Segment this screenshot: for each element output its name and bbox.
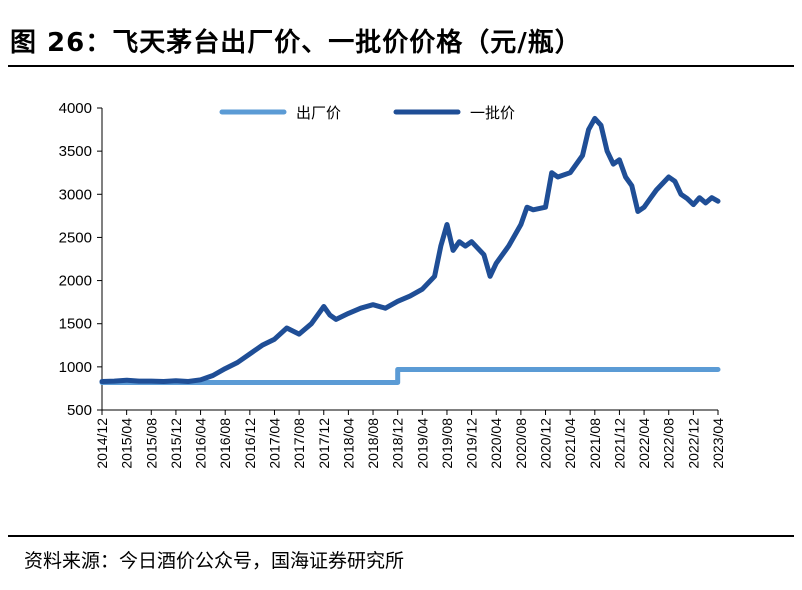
y-tick-label: 4000 bbox=[59, 100, 92, 117]
y-tick-label: 500 bbox=[67, 402, 92, 419]
bottom-divider bbox=[8, 535, 794, 537]
x-tick-label: 2019/12 bbox=[464, 418, 480, 469]
series-layer bbox=[99, 115, 721, 385]
y-tick-label: 3000 bbox=[59, 186, 92, 203]
x-tick-label: 2023/04 bbox=[710, 418, 726, 469]
x-tick-label: 2015/08 bbox=[143, 418, 159, 469]
legend: 出厂价 一批价 bbox=[219, 104, 515, 122]
x-tick-label: 2021/04 bbox=[562, 418, 578, 469]
x-tick-label: 2022/04 bbox=[636, 418, 652, 469]
series-line-0 bbox=[99, 367, 721, 385]
legend-label-0: 出厂价 bbox=[296, 104, 341, 122]
x-tick-label: 2017/08 bbox=[291, 418, 307, 469]
x-tick-label: 2019/04 bbox=[414, 418, 430, 469]
x-tick-label: 2020/04 bbox=[488, 418, 504, 469]
x-tick-label: 2021/12 bbox=[611, 418, 627, 469]
y-axis: 500 1000 1500 2000 2500 3000 3500 4000 bbox=[59, 100, 103, 419]
x-tick-label: 2015/04 bbox=[119, 418, 135, 469]
x-tick-label: 2020/08 bbox=[513, 418, 529, 469]
x-tick-label: 2021/08 bbox=[587, 418, 603, 469]
x-tick-label: 2015/12 bbox=[168, 418, 184, 469]
x-tick-label: 2020/12 bbox=[538, 418, 554, 469]
x-tick-label: 2014/12 bbox=[94, 418, 110, 469]
x-tick-label: 2016/04 bbox=[193, 418, 209, 469]
x-tick-label: 2019/08 bbox=[439, 418, 455, 469]
x-axis: 2014/12 2015/04 2015/08 2015/12 2016/04 2016/… bbox=[94, 409, 726, 469]
y-tick-label: 1000 bbox=[59, 359, 92, 376]
chart-title: 图 26：飞天茅台出厂价、一批价价格（元/瓶） bbox=[10, 28, 582, 58]
legend-label-1: 一批价 bbox=[470, 104, 515, 122]
y-tick-label: 3500 bbox=[59, 143, 92, 160]
y-tick-label: 2000 bbox=[59, 273, 92, 290]
x-tick-label: 2017/12 bbox=[316, 418, 332, 469]
top-divider bbox=[8, 65, 794, 67]
x-tick-label: 2016/08 bbox=[217, 418, 233, 469]
y-tick-label: 2500 bbox=[59, 229, 92, 246]
x-tick-label: 2018/08 bbox=[365, 418, 381, 469]
x-tick-label: 2018/04 bbox=[340, 418, 356, 469]
x-tick-label: 2018/12 bbox=[390, 418, 406, 469]
x-tick-label: 2016/12 bbox=[242, 418, 258, 469]
source-note: 资料来源：今日酒价公众号，国海证券研究所 bbox=[24, 550, 405, 572]
x-tick-label: 2022/12 bbox=[685, 418, 701, 469]
x-tick-label: 2017/04 bbox=[266, 418, 282, 469]
y-tick-label: 1500 bbox=[59, 316, 92, 333]
x-tick-label: 2022/08 bbox=[661, 418, 677, 469]
series-line-1 bbox=[99, 115, 721, 384]
